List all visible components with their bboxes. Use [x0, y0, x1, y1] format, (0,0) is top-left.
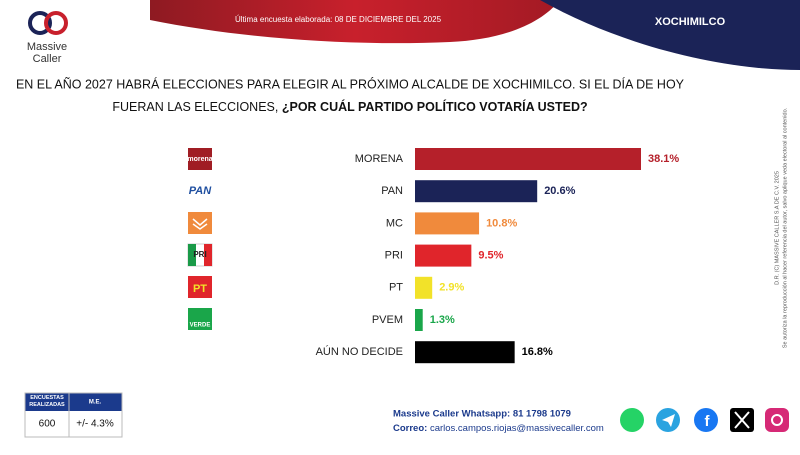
bar: [415, 212, 480, 235]
category-label: PT: [389, 282, 403, 294]
question: FUERAN LAS ELECCIONES, ¿POR CUÁL PARTIDO…: [112, 99, 587, 114]
brand-name: Caller: [33, 53, 62, 65]
bar: [415, 148, 641, 170]
table-border: [24, 392, 123, 438]
table-header-cell: ENCUESTAS REALIZADAS: [29, 395, 65, 408]
logo-ring: [28, 11, 52, 35]
logo-morena: [188, 148, 212, 170]
bar: [415, 244, 472, 267]
value-label: 20.6%: [544, 185, 575, 197]
category-label: PVEM: [372, 314, 403, 326]
question: EN EL AÑO 2027 HABRÁ ELECCIONES PARA ELE…: [16, 76, 685, 91]
side-note: D.R. (C) MASSIVE CALLER S.A DE C.V. 2025…: [774, 107, 788, 348]
table-header: [25, 393, 122, 411]
bar-chart: MORENA 38.1% PAN 20.6% MC 10.8% PRI 9.5% PT 2.9% P…: [316, 148, 679, 364]
logo-pt: [188, 276, 212, 298]
email-label: Correo:: [393, 423, 430, 434]
value-label: 38.1%: [648, 153, 679, 165]
facebook-glyph: f: [705, 413, 711, 430]
instagram-icon[interactable]: [765, 408, 789, 432]
logo-pri-stripe: [188, 244, 196, 266]
category-label: PAN: [381, 185, 403, 197]
value-label: 1.3%: [430, 314, 455, 326]
footer-email: Correo: carlos.campos.riojas@massivecall…: [393, 423, 604, 434]
logo-ring: [44, 11, 68, 35]
logo-text: PT: [193, 283, 207, 295]
bar: [415, 341, 515, 364]
survey-date: Última encuesta elaborada: 08 DE DICIEMB…: [235, 15, 442, 24]
logo-pvem: [188, 308, 212, 330]
logo-text: PAN: [189, 185, 212, 197]
table-header-text: ENCUESTAS REALIZADAS: [29, 395, 65, 408]
question-plain: FUERAN LAS ELECCIONES,: [112, 100, 282, 114]
category-label: PRI: [385, 250, 403, 262]
social-icons: f: [620, 408, 789, 432]
logo-text: morena: [187, 156, 212, 163]
party-logos: morena PAN PRI PT VERDE: [187, 148, 213, 330]
value-label: 10.8%: [486, 217, 517, 229]
value-label: 2.9%: [439, 282, 464, 294]
facebook-icon[interactable]: [694, 408, 718, 432]
value-label: 16.8%: [522, 346, 553, 358]
table-header-text: M.E.: [89, 400, 102, 406]
brand-name: Massive: [27, 41, 67, 53]
brand-logo: Massive Caller: [27, 11, 68, 65]
category-label: MC: [386, 217, 403, 229]
region: XOCHIMILCO: [655, 16, 726, 28]
logo-pri-stripe: [204, 244, 212, 266]
bar: [415, 309, 423, 331]
bar: [415, 276, 433, 299]
footer-whatsapp: Massive Caller Whatsapp: 81 1798 1079: [393, 409, 571, 420]
copyright: D.R. (C) MASSIVE CALLER S.A DE C.V. 2025: [774, 171, 780, 285]
table-cell: 600: [39, 419, 56, 430]
whatsapp-icon[interactable]: [620, 408, 644, 432]
logo-text: PRI: [193, 250, 206, 259]
usage-note: Se autoriza la reproducción al hacer ref…: [782, 107, 788, 348]
question-bold: ¿POR CUÁL PARTIDO POLÍTICO VOTARÍA USTED…: [282, 99, 588, 114]
table-cell: +/- 4.3%: [76, 419, 114, 430]
category-label: AÚN NO DECIDE: [316, 345, 403, 358]
instagram-glyph: [771, 414, 783, 426]
survey-table: ENCUESTAS REALIZADAS M.E. 600 +/- 4.3%: [24, 392, 123, 438]
category-label: MORENA: [355, 153, 404, 165]
bar: [415, 180, 538, 203]
value-label: 9.5%: [478, 250, 503, 262]
logo-mc: [188, 212, 212, 234]
logo-text: VERDE: [190, 323, 211, 329]
logo-mc-mark: [192, 218, 208, 230]
telegram-glyph: [662, 414, 675, 427]
header-region-band: [540, 0, 800, 70]
header-band: [150, 0, 560, 44]
x-glyph: [734, 411, 750, 429]
email: carlos.campos.riojas@massivecaller.com: [430, 423, 604, 434]
